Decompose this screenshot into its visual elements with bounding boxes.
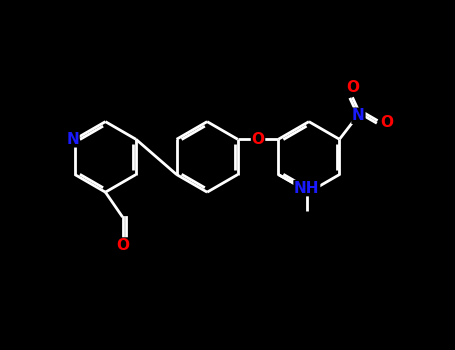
- Text: O: O: [380, 115, 393, 130]
- Text: O: O: [347, 80, 359, 95]
- Text: NH: NH: [294, 181, 319, 196]
- Text: O: O: [116, 238, 129, 253]
- Text: N: N: [66, 132, 79, 147]
- Text: O: O: [252, 132, 264, 147]
- Text: N: N: [352, 108, 365, 123]
